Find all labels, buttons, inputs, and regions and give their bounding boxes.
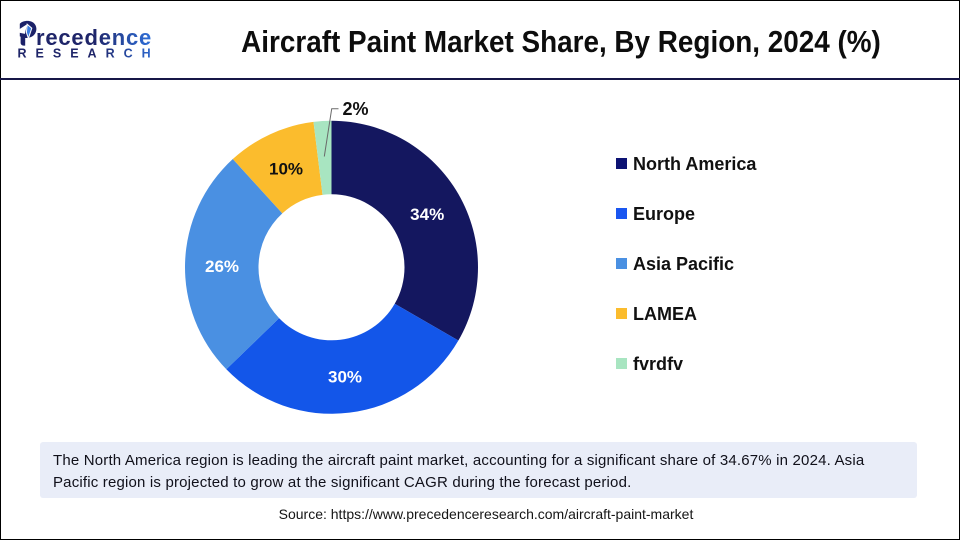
svg-text:10%: 10% xyxy=(269,160,303,179)
svg-text:RESEARCH: RESEARCH xyxy=(18,47,160,61)
svg-text:recedence: recedence xyxy=(36,25,152,50)
svg-text:30%: 30% xyxy=(328,368,362,387)
svg-text:34%: 34% xyxy=(410,205,444,224)
svg-text:26%: 26% xyxy=(205,257,239,276)
svg-text:2%: 2% xyxy=(342,99,368,119)
